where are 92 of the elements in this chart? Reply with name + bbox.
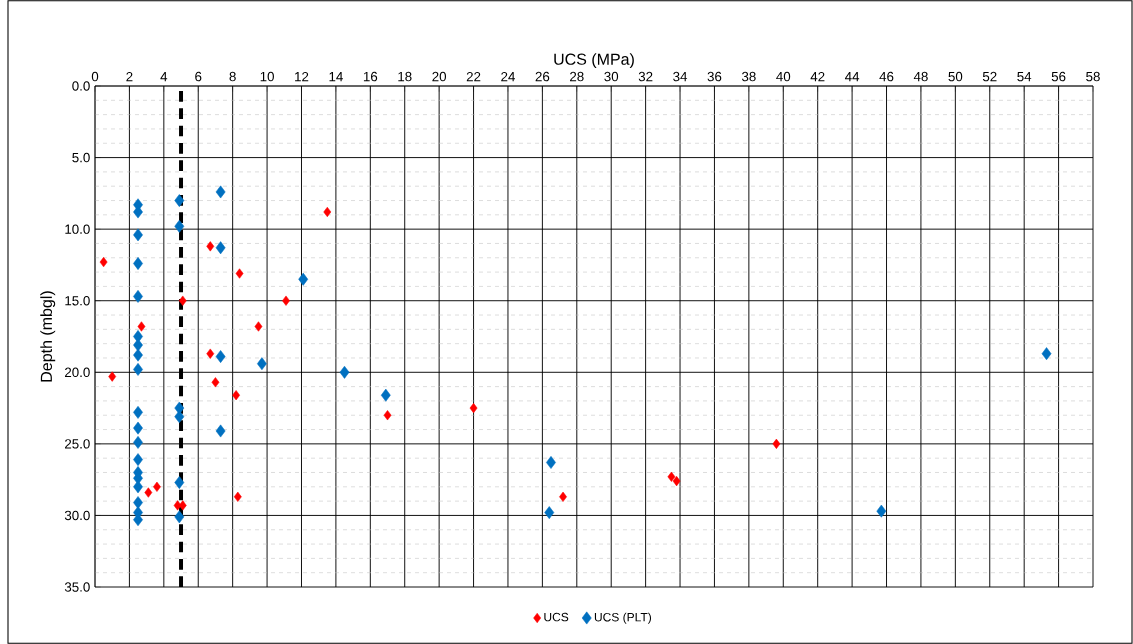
y-tick-label: 15.0 (65, 296, 90, 306)
point (99, 257, 108, 268)
point (772, 438, 781, 449)
x-tick-label: 0 (91, 71, 99, 82)
point (137, 321, 146, 332)
x-tick-label: 56 (1051, 71, 1066, 82)
point (133, 228, 143, 242)
x-tick-label: 32 (638, 71, 653, 82)
x-tick-label: 42 (810, 71, 825, 82)
point (232, 390, 240, 401)
point (298, 272, 309, 286)
point (546, 456, 556, 469)
x-tick-label: 2 (126, 71, 133, 82)
x-axis-title: UCS (MPa) (554, 53, 634, 69)
point (667, 471, 676, 482)
point (133, 338, 143, 352)
y-axis-title: Depth (mbgl) (40, 291, 56, 382)
point (144, 487, 153, 498)
point (1041, 347, 1052, 361)
point (133, 348, 143, 362)
point (174, 219, 185, 233)
point (215, 424, 226, 438)
x-tick-label: 54 (1017, 71, 1032, 82)
point (174, 510, 185, 524)
point (133, 480, 143, 494)
y-tick-label: 5.0 (72, 152, 90, 163)
point (672, 476, 681, 487)
y-tick-label: 25.0 (65, 439, 90, 449)
point (254, 321, 263, 332)
point (233, 491, 242, 502)
point (211, 377, 220, 388)
point (174, 476, 185, 489)
y-tick-label: 0.0 (72, 81, 90, 91)
x-tick-label: 30 (604, 71, 619, 82)
x-tick-label: 36 (707, 71, 722, 82)
point (876, 504, 887, 518)
x-tick-label: 52 (982, 71, 997, 82)
point (108, 371, 117, 382)
point (133, 363, 143, 376)
point (235, 268, 244, 279)
point (174, 194, 185, 207)
point (380, 388, 391, 402)
point (206, 241, 215, 252)
y-tick-label: 30.0 (64, 510, 90, 521)
x-tick-label: 44 (845, 72, 860, 82)
point (133, 421, 143, 435)
point (133, 290, 143, 303)
point (323, 206, 332, 218)
y-tick-label: 20.0 (65, 367, 90, 378)
legend-label: UCS (PLT) (594, 612, 652, 624)
point (339, 365, 350, 379)
point (469, 403, 478, 414)
x-tick-label: 4 (160, 72, 168, 82)
x-tick-label: 18 (398, 71, 412, 82)
x-tick-label: 20 (432, 71, 447, 82)
point (153, 481, 161, 492)
x-tick-label: 26 (535, 71, 550, 82)
x-tick-label: 22 (466, 71, 481, 82)
x-tick-label: 24 (501, 71, 515, 82)
x-tick-label: 12 (295, 71, 309, 82)
point (206, 348, 215, 359)
point (133, 496, 143, 509)
x-tick-label: 40 (776, 71, 791, 82)
point (282, 295, 290, 306)
point (257, 357, 267, 371)
x-tick-label: 6 (195, 71, 202, 82)
x-tick-label: 58 (1086, 71, 1100, 82)
x-tick-label: 28 (570, 71, 584, 82)
point (133, 453, 143, 467)
legend-label: UCS (544, 612, 569, 622)
x-tick-label: 14 (329, 72, 343, 82)
point (559, 491, 567, 502)
x-tick-label: 34 (673, 71, 688, 82)
x-tick-label: 46 (879, 71, 894, 82)
x-tick-label: 50 (948, 71, 963, 82)
point (383, 410, 392, 421)
point (133, 405, 143, 419)
x-tick-label: 8 (229, 71, 236, 82)
point (133, 436, 143, 449)
x-tick-label: 38 (741, 71, 756, 82)
point (215, 350, 226, 363)
point (178, 295, 187, 306)
point (215, 185, 226, 199)
point (215, 241, 226, 255)
point (133, 257, 143, 270)
x-tick-label: 10 (260, 71, 274, 82)
point (174, 410, 185, 424)
x-tick-label: 16 (363, 71, 378, 82)
y-tick-label: 10.0 (65, 224, 90, 234)
point (544, 506, 555, 519)
x-tick-label: 48 (913, 71, 928, 82)
y-tick-label: 35.0 (64, 582, 90, 592)
